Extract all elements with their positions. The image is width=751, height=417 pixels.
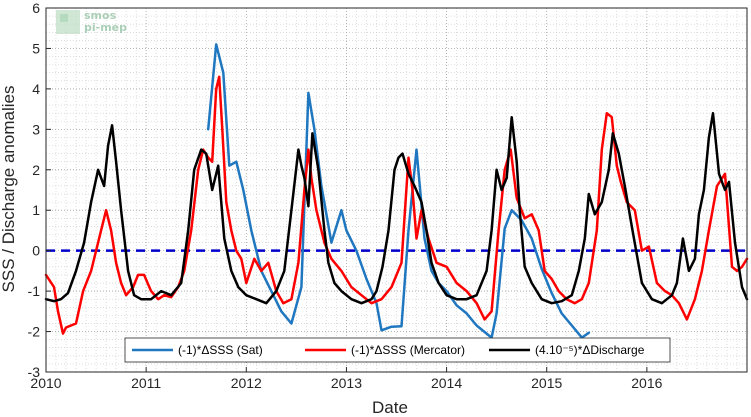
logo-mark-detail [60,14,68,22]
y-tick-label: 5 [32,40,40,56]
x-axis-title: Date [372,398,408,417]
y-tick-label: -3 [28,364,41,380]
y-tick-label: 6 [32,0,40,16]
legend-label-discharge: (4.10⁻⁵)*ΔDischarge [535,343,645,357]
logo-text-line1: smos [84,9,117,22]
y-axis-title: SSS / Discharge anomalies [0,86,18,293]
legend-label-sat: (-1)*ΔSSS (Sat) [178,343,263,357]
x-tick-label: 2014 [431,375,462,391]
y-tick-labels: -3 -2 -1 0 1 2 3 4 5 6 [28,0,51,380]
y-tick-label: 3 [32,121,40,137]
legend-label-mercator: (-1)*ΔSSS (Mercator) [351,343,465,357]
y-tick-label: 4 [32,81,40,97]
y-tick-label: 0 [32,243,40,259]
legend: (-1)*ΔSSS (Sat) (-1)*ΔSSS (Mercator) (4.… [124,337,671,363]
x-tick-label: 2010 [30,375,61,391]
y-tick-label: 1 [32,202,40,218]
y-tick-label: -1 [28,283,41,299]
y-tick-label: 2 [32,162,40,178]
x-tick-label: 2013 [331,375,362,391]
x-tick-label: 2016 [631,375,662,391]
legend-box [124,337,671,363]
logo-text-line2: pi-mep [84,21,127,34]
y-tick-label: -2 [28,324,41,340]
x-tick-label: 2015 [531,375,562,391]
series-discharge-line [44,111,749,305]
series-sat-line [206,43,591,339]
series-mercator-line [44,75,749,335]
x-tick-label: 2011 [131,375,161,391]
minor-grid [45,7,748,373]
plot-frame [45,7,748,373]
x-tick-label: 2012 [231,375,262,391]
series-layer [44,43,749,339]
smos-pi-mep-logo: smos pi-mep [56,9,127,34]
x-tick-labels: 2010 2011 2012 2013 2014 2015 2016 [30,367,663,391]
